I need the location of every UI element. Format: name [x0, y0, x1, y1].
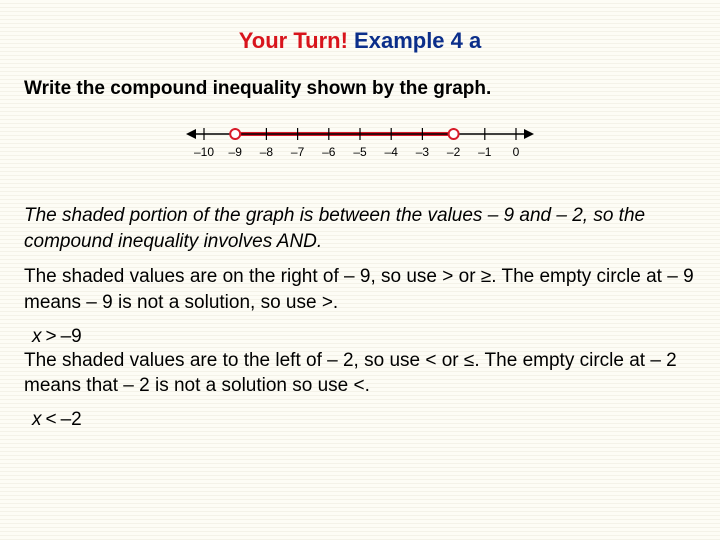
svg-text:–2: –2 [447, 145, 461, 159]
explanation-3: The shaded values are to the left of – 2… [24, 348, 696, 399]
expr2-var: x [32, 409, 42, 430]
title-part2: Example 4 a [354, 28, 481, 53]
inequality-2: x<–2 [24, 409, 696, 431]
expr1-val: –9 [61, 326, 82, 347]
prompt-text: Write the compound inequality shown by t… [24, 78, 696, 100]
svg-text:–3: –3 [416, 145, 430, 159]
explanation-2: The shaded values are on the right of – … [24, 264, 696, 315]
title-part1: Your Turn! [239, 28, 348, 53]
slide-title: Your Turn! Example 4 a [24, 28, 696, 54]
svg-text:0: 0 [513, 145, 520, 159]
svg-text:–9: –9 [229, 145, 243, 159]
svg-text:–8: –8 [260, 145, 274, 159]
svg-text:–10: –10 [194, 145, 214, 159]
expr1-op: > [42, 326, 61, 347]
svg-text:–5: –5 [353, 145, 367, 159]
inequality-1: x>–9 [24, 326, 696, 348]
expr2-val: –2 [61, 409, 82, 430]
expr2-op: < [42, 409, 61, 430]
explanation-1: The shaded portion of the graph is betwe… [24, 203, 696, 254]
svg-text:–7: –7 [291, 145, 305, 159]
svg-text:–1: –1 [478, 145, 492, 159]
svg-text:–4: –4 [385, 145, 399, 159]
expr1-var: x [32, 326, 42, 347]
numberline-svg: –10–9–8–7–6–5–4–3–2–10 [180, 116, 540, 172]
svg-text:–6: –6 [322, 145, 336, 159]
numberline-graph: –10–9–8–7–6–5–4–3–2–10 [24, 116, 696, 177]
